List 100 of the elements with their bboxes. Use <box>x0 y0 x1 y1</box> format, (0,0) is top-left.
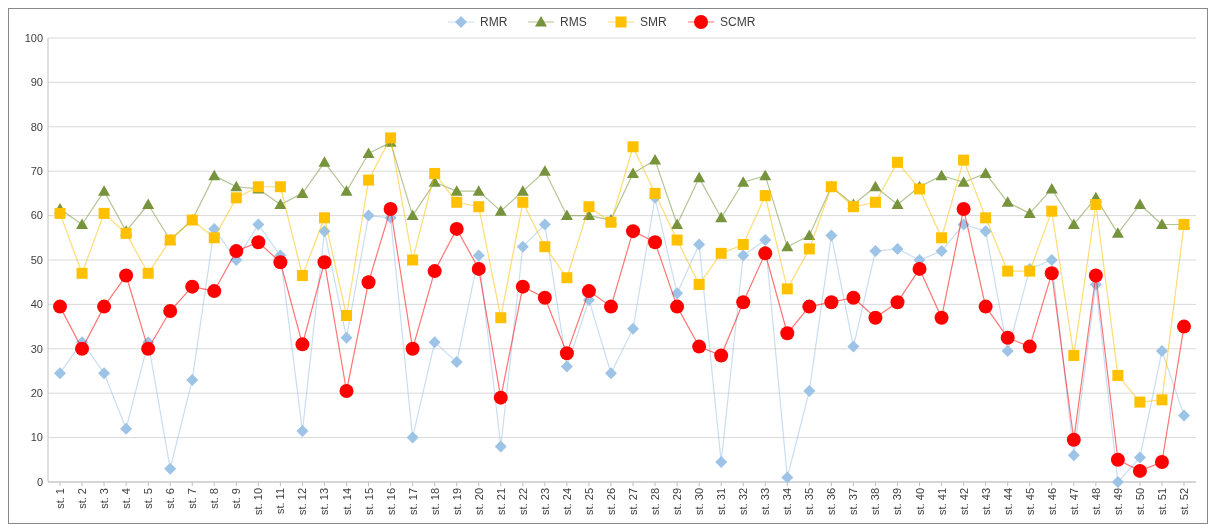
x-tick-label: st. 51 <box>1155 488 1168 515</box>
point <box>1090 199 1102 210</box>
point <box>935 245 948 258</box>
point <box>626 224 641 239</box>
point <box>559 346 574 361</box>
point <box>692 339 707 354</box>
x-tick-label: st. 46 <box>1045 488 1058 515</box>
x-tick-label: st. 42 <box>957 488 970 515</box>
legend-label: RMR <box>480 15 508 30</box>
x-tick-label: st. 47 <box>1067 488 1080 515</box>
y-tick-label: 100 <box>24 31 43 44</box>
point <box>517 196 529 208</box>
point <box>825 229 838 242</box>
point <box>912 261 927 276</box>
point <box>230 192 242 204</box>
point <box>341 310 353 321</box>
point <box>274 198 287 209</box>
point <box>781 471 794 484</box>
point <box>407 254 419 266</box>
point <box>1000 330 1015 345</box>
point <box>406 209 419 221</box>
point <box>957 176 970 187</box>
point <box>119 268 134 283</box>
point <box>98 367 111 380</box>
point <box>362 209 375 222</box>
point <box>1133 451 1146 464</box>
x-tick-label: st. 2 <box>76 488 89 509</box>
point <box>516 185 529 196</box>
point <box>538 165 551 176</box>
point <box>538 218 551 231</box>
point <box>53 299 67 314</box>
point <box>803 243 815 255</box>
x-tick-label: st. 24 <box>560 488 573 515</box>
point <box>340 331 353 344</box>
x-tick-label: st. 6 <box>164 488 177 509</box>
x-tick-label: st. 50 <box>1133 488 1146 515</box>
point <box>1001 196 1014 207</box>
point <box>230 180 243 192</box>
x-tick-label: st. 18 <box>428 488 441 515</box>
point <box>537 290 552 305</box>
point <box>1068 349 1080 361</box>
point <box>604 367 617 380</box>
y-tick-label: 50 <box>30 253 43 266</box>
point <box>76 267 88 279</box>
point <box>1177 319 1191 334</box>
point <box>581 284 596 299</box>
point <box>361 275 376 290</box>
point <box>472 185 485 196</box>
point <box>120 422 133 435</box>
point <box>185 279 200 294</box>
point <box>715 247 727 259</box>
y-tick-label: 30 <box>30 342 43 355</box>
point <box>318 156 331 167</box>
point <box>1178 409 1190 422</box>
point <box>207 284 222 299</box>
x-tick-label: st. 28 <box>649 488 662 515</box>
point <box>164 462 177 475</box>
point <box>1154 455 1169 470</box>
point <box>1067 218 1080 229</box>
x-tick-label: st. 39 <box>891 488 904 515</box>
point <box>847 340 860 353</box>
point <box>54 367 66 380</box>
x-tick-label: st. 1 <box>54 488 66 509</box>
point <box>869 180 882 192</box>
point <box>693 238 706 251</box>
x-tick-label: st. 25 <box>582 488 595 515</box>
point <box>295 337 310 352</box>
point <box>450 185 463 196</box>
x-tick-label: st. 3 <box>98 488 111 509</box>
point <box>627 167 640 178</box>
point <box>318 212 330 224</box>
x-tick-label: st. 41 <box>935 488 948 515</box>
point <box>693 171 706 183</box>
point <box>362 147 375 158</box>
point <box>208 232 220 244</box>
point <box>759 190 771 202</box>
point <box>494 440 507 453</box>
y-tick-label: 40 <box>30 298 43 311</box>
point <box>450 356 463 369</box>
point <box>560 209 573 221</box>
point <box>1045 182 1058 194</box>
point <box>76 218 89 229</box>
x-tick-label: st. 14 <box>340 488 353 515</box>
point <box>142 267 154 279</box>
point <box>405 341 420 356</box>
point <box>406 431 419 444</box>
point <box>1110 452 1125 467</box>
point <box>251 235 266 250</box>
point <box>75 341 90 356</box>
point <box>273 255 288 270</box>
x-tick-label: st. 29 <box>671 488 684 515</box>
x-tick-label: st. 35 <box>803 488 816 515</box>
x-tick-label: st. 36 <box>825 488 838 515</box>
point <box>891 242 904 255</box>
point <box>515 279 530 294</box>
point <box>781 283 793 295</box>
point <box>715 211 728 223</box>
point <box>1067 449 1080 462</box>
point <box>383 201 398 216</box>
point <box>979 225 992 238</box>
